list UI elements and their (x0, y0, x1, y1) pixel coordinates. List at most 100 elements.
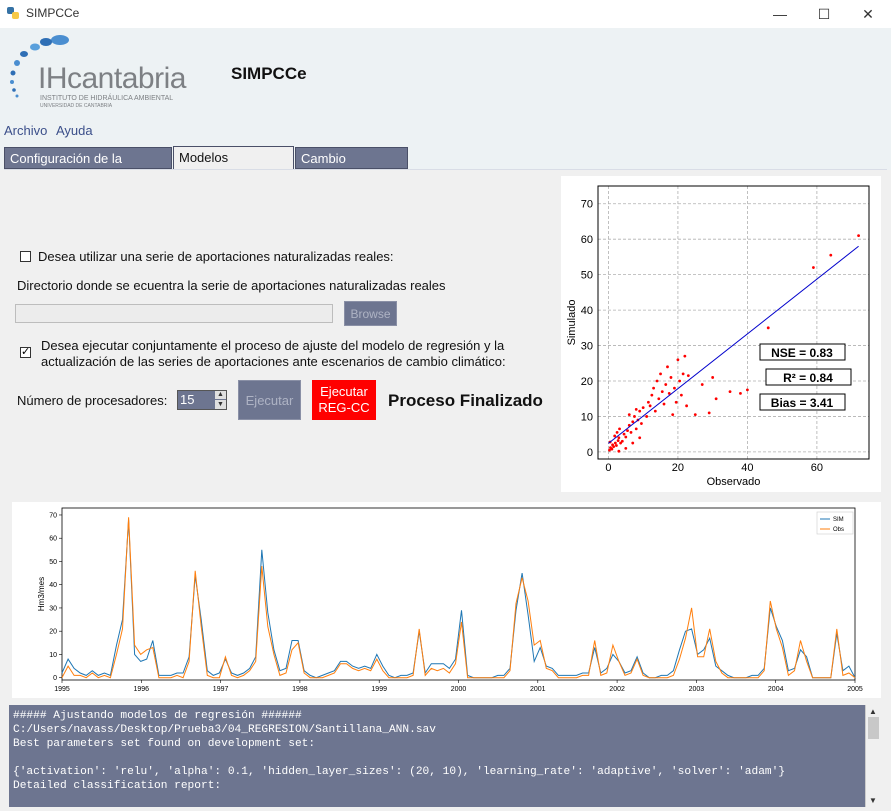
scatter-point (618, 427, 621, 431)
menu-ayuda[interactable]: Ayuda (56, 123, 93, 138)
scroll-down-icon[interactable]: ▼ (869, 796, 877, 805)
scatter-r2-annotation: R² = 0.84 (783, 371, 833, 385)
joint-process-checkbox[interactable]: ✓ (20, 346, 31, 358)
timeseries-ytick-label: 10 (49, 652, 57, 659)
scatter-point (678, 379, 682, 383)
scatter-point (626, 429, 629, 433)
scatter-xlabel: Observado (707, 476, 761, 488)
scatter-point (693, 413, 697, 417)
console-line: {'activation': 'relu', 'alpha': 0.1, 'hi… (13, 766, 786, 778)
maximize-button[interactable]: ☐ (817, 5, 831, 22)
app-icon (7, 7, 19, 19)
scatter-point (646, 400, 650, 404)
scatter-point (608, 448, 611, 452)
directory-input[interactable] (15, 304, 333, 323)
scatter-point (857, 234, 860, 238)
scatter-point (648, 404, 652, 408)
scatter-point (745, 388, 749, 392)
timeseries-line-sim (61, 519, 856, 679)
scatter-nse-annotation: NSE = 0.83 (771, 346, 833, 360)
scatter-bias-annotation: Bias = 3.41 (771, 396, 834, 410)
run-reg-cc-button[interactable]: Ejecutar REG-CC (312, 380, 376, 420)
spin-up-icon[interactable]: ▲ (215, 391, 226, 399)
scatter-point (641, 406, 645, 409)
scatter-point (676, 358, 680, 362)
scatter-point (627, 413, 631, 417)
spin-down-icon[interactable]: ▼ (215, 400, 226, 409)
scatter-r2-annotation-box (765, 368, 852, 386)
scatter-point (624, 435, 628, 439)
use-real-series-label: Desea utilizar una serie de aportaciones… (38, 249, 394, 264)
scroll-thumb[interactable] (868, 717, 879, 739)
scatter-point (652, 386, 655, 390)
run-reg-cc-label-2: REG-CC (318, 400, 370, 415)
tab-configuracion-cuenca[interactable]: Configuración de la cuenca (4, 147, 172, 188)
timeseries-ytick-label: 60 (49, 536, 57, 543)
browse-button[interactable]: Browse (344, 301, 397, 326)
timeseries-xtick-label: 2001 (530, 686, 546, 693)
timeseries-ytick-label: 40 (49, 582, 57, 589)
scatter-point (711, 376, 715, 379)
processors-label: Número de procesadores: (17, 393, 168, 408)
scatter-point (660, 390, 664, 394)
tab-cambio-climatico[interactable]: Cambio Climático (295, 147, 408, 188)
scatter-point (615, 444, 618, 447)
app-name: SIMPCCe (231, 64, 307, 83)
scatter-chart-panel: 0 20 40 60 0 10 20 30 40 50 60 70 Observado Simulado N… (561, 176, 881, 492)
scatter-point (650, 393, 654, 397)
menu-archivo[interactable]: Archivo (4, 123, 48, 138)
close-button[interactable]: ✕ (862, 5, 874, 22)
scatter-point (640, 422, 643, 425)
timeseries-ytick-label: 30 (49, 605, 57, 612)
scatter-point (673, 386, 676, 390)
timeseries-xtick-label: 1995 (54, 686, 70, 693)
app-header (0, 28, 891, 120)
scatter-point (655, 379, 659, 383)
scatter-point (629, 431, 633, 434)
timeseries-chart-panel: 1995 1996 1997 1998 1999 2000 2001 2002 2003 2004… (12, 502, 881, 698)
scatter-ytick-label: 60 (581, 234, 593, 246)
scatter-point (685, 404, 688, 408)
scatter-point (707, 411, 711, 415)
scatter-ytick-label: 30 (581, 341, 593, 353)
scatter-point (638, 436, 642, 440)
scatter-ytick-label: 70 (581, 199, 593, 211)
scatter-point (659, 372, 662, 376)
processors-spinbox[interactable] (177, 390, 227, 410)
scatter-point (645, 415, 649, 418)
console-line: Detailed classification report: (13, 780, 222, 792)
scatter-point (634, 407, 638, 411)
scatter-point (669, 376, 673, 379)
scatter-point (683, 354, 687, 358)
minimize-button[interactable]: — (773, 6, 787, 22)
scatter-ylabel: Simulado (566, 300, 578, 346)
scatter-point (662, 402, 666, 406)
scatter-point (679, 393, 683, 397)
timeseries-legend-label: Obs (833, 527, 844, 533)
timeseries-xtick-label: 2002 (609, 686, 625, 693)
console-scrollbar[interactable]: ▲ ▼ (865, 705, 882, 807)
scatter-point (728, 390, 732, 394)
scatter-chart: 0 20 40 60 0 10 20 30 40 50 60 70 Observado Simulado N… (566, 185, 870, 488)
scatter-point (766, 326, 770, 330)
timeseries-xtick-label: 2004 (768, 686, 784, 693)
tab-modelos-regresion[interactable]: Modelos Regresion (173, 146, 294, 187)
scatter-xtick-label: 0 (605, 462, 611, 474)
scatter-point (610, 447, 614, 451)
use-real-series-checkbox[interactable] (20, 251, 31, 262)
scatter-point (739, 392, 742, 395)
scatter-point (624, 446, 628, 450)
scatter-point (657, 397, 661, 401)
console-line: ##### Ajustando modelos de regresión ###… (13, 710, 302, 722)
scatter-ytick-label: 20 (581, 376, 593, 388)
run-button[interactable]: Ejecutar (238, 380, 301, 420)
scatter-point (633, 415, 636, 418)
title-bar: SIMPCCe — ☐ ✕ (0, 0, 891, 28)
console-output (9, 705, 865, 807)
scroll-up-icon[interactable]: ▲ (869, 707, 877, 716)
timeseries-line-obs (61, 517, 856, 679)
scatter-point (613, 434, 617, 438)
scatter-point (686, 374, 690, 378)
scatter-bias-annotation-box (759, 393, 846, 411)
scatter-point (664, 383, 668, 386)
